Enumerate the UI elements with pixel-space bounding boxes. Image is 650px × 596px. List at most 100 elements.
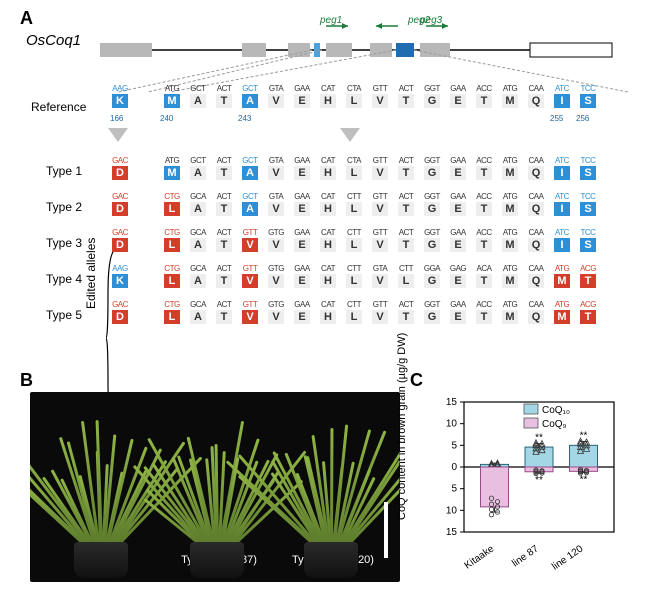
codon: ACAT (470, 264, 498, 294)
codon: ACCT (470, 84, 498, 114)
svg-text:line 87: line 87 (510, 543, 541, 569)
svg-text:10: 10 (446, 505, 458, 516)
codon: ATGM (548, 264, 576, 294)
codon: ATGM (496, 264, 524, 294)
codon: CATH (314, 264, 342, 294)
svg-text:line 120: line 120 (550, 543, 585, 572)
codon: GAAE (444, 84, 472, 114)
svg-text:10: 10 (446, 419, 458, 430)
codon: GTTV (236, 264, 264, 294)
codon: GTAV (262, 192, 290, 222)
codon: ACTT (210, 84, 238, 114)
codon: GAAE (288, 192, 316, 222)
codon: CATH (314, 156, 342, 186)
codon: ATGM (496, 192, 524, 222)
codon: GTTV (366, 300, 394, 330)
codon: GGTG (418, 84, 446, 114)
svg-text:Kitaake: Kitaake (463, 543, 497, 571)
edited-row: Type 4AAGKCTGLGCAAACTTGTTVGTGVGAAECATHCT… (106, 264, 636, 296)
down-arrow-icon (340, 128, 360, 142)
codon-k166: GACD (106, 300, 134, 330)
codon: ACTT (210, 228, 238, 258)
codon: GTGV (262, 264, 290, 294)
svg-text:**: ** (580, 430, 588, 441)
codon: TCCS (574, 228, 602, 258)
codon: GCTA (236, 84, 264, 114)
codon: ACCT (470, 156, 498, 186)
codon: CAAQ (522, 192, 550, 222)
codon-k166: GACD (106, 156, 134, 186)
codon: CTTL (340, 192, 368, 222)
plant-pot (190, 542, 244, 578)
codon: CATH (314, 228, 342, 258)
codon: ATGM (496, 156, 524, 186)
codon: ATCI (548, 84, 576, 114)
codon: GTGV (262, 228, 290, 258)
position-number: 240 (160, 114, 173, 123)
edited-row: Type 1GACDATGMGCTAACTTGCTAGTAVGAAECATHCT… (106, 156, 636, 188)
svg-text:5: 5 (451, 440, 457, 451)
svg-text:**: ** (535, 475, 543, 486)
plant-pot (304, 542, 358, 578)
panel-label-a: A (20, 8, 33, 29)
codon: GTTV (236, 228, 264, 258)
codon: GAAE (288, 300, 316, 330)
codon-k166: GACD (106, 192, 134, 222)
plant-group: Kitaake (48, 542, 154, 578)
codon: TCCS (574, 192, 602, 222)
reference-row: ReferenceAAGKATGMGCTAACTTGCTAGTAVGAAECAT… (106, 84, 636, 116)
codon: CAAQ (522, 300, 550, 330)
codon: GGTG (418, 156, 446, 186)
codon: CATH (314, 300, 342, 330)
svg-text:15: 15 (446, 527, 458, 538)
row-label: Reference (31, 100, 86, 114)
codon-k166: AAGK (106, 264, 134, 294)
codon: GTAV (262, 84, 290, 114)
codon: GGTG (418, 192, 446, 222)
codon: ATCI (548, 228, 576, 258)
svg-text:**: ** (535, 433, 543, 444)
svg-text:CoQ₁₀: CoQ₁₀ (542, 405, 570, 416)
codon: GGAG (418, 264, 446, 294)
codon: ATGM (496, 228, 524, 258)
codon: ATGM (158, 84, 186, 114)
edited-row: Type 2GACDCTGLGCAAACTTGCTAGTAVGAAECATHCT… (106, 192, 636, 224)
codon: GGTG (418, 300, 446, 330)
codon: CATH (314, 192, 342, 222)
codon: GAAE (444, 156, 472, 186)
edited-row: Type 5GACDCTGLGCAAACTTGTTVGTGVGAAECATHCT… (106, 300, 636, 332)
codon: GTTV (366, 228, 394, 258)
down-arrow-icon (108, 128, 128, 142)
codon: CTAL (340, 156, 368, 186)
codon: CTGL (158, 300, 186, 330)
codon: GTTV (236, 300, 264, 330)
codon: ACGT (574, 264, 602, 294)
position-number: 256 (576, 114, 589, 123)
codon: GGTG (418, 228, 446, 258)
codon: GTTV (366, 192, 394, 222)
codon: ACTT (392, 84, 420, 114)
codon: ACGT (574, 300, 602, 330)
svg-text:0: 0 (451, 462, 457, 473)
codon: ACTT (210, 264, 238, 294)
svg-text:15: 15 (446, 397, 458, 408)
plant-pot (74, 542, 128, 578)
svg-text:peg1: peg1 (319, 16, 342, 26)
codon: ACCT (470, 192, 498, 222)
codon: CTAL (340, 84, 368, 114)
codon: ATGM (548, 300, 576, 330)
codon: CAAQ (522, 228, 550, 258)
codon: ACCT (470, 300, 498, 330)
codon-k166: AAGK (106, 84, 134, 114)
codon: CAAQ (522, 84, 550, 114)
codon: ACTT (210, 300, 238, 330)
codon: GCTA (236, 192, 264, 222)
row-label: Type 4 (46, 272, 82, 286)
codon: GTTV (366, 156, 394, 186)
codon: ACTT (392, 156, 420, 186)
plant-group: Type 5 (line 120) (278, 542, 384, 578)
codon: CATH (314, 84, 342, 114)
gene-name: OsCoq1 (26, 32, 81, 49)
codon: GAAE (288, 228, 316, 258)
codon: TCCS (574, 84, 602, 114)
